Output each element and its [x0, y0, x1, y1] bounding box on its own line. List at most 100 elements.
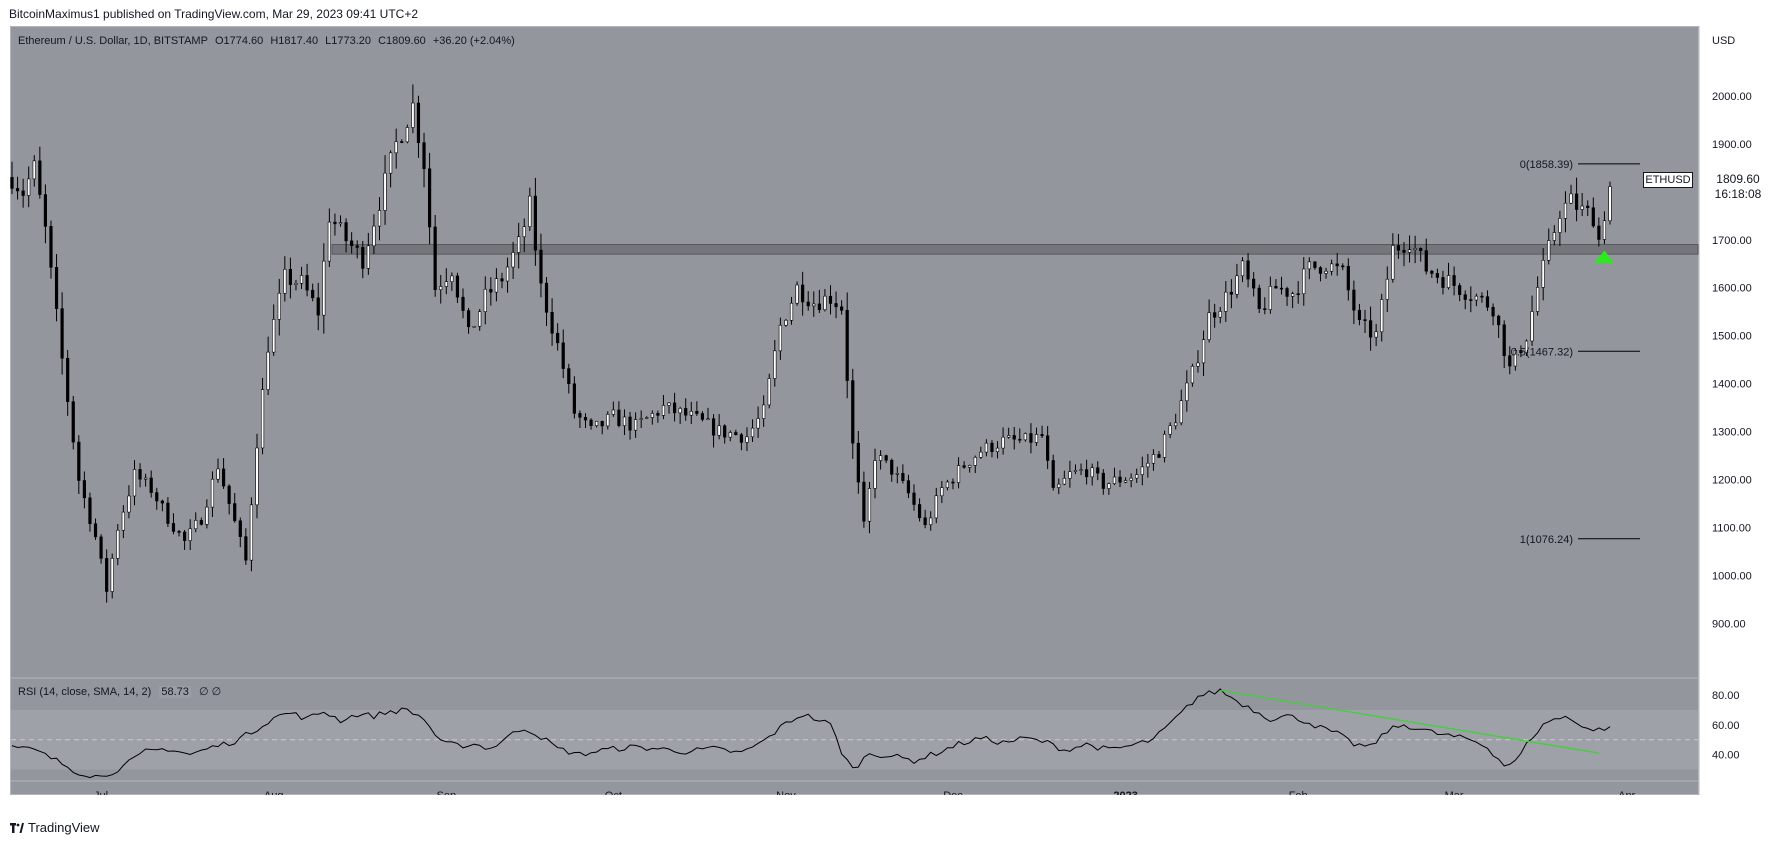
candle-body: [1491, 306, 1495, 317]
candle-body: [1213, 312, 1217, 318]
candle-body: [383, 172, 387, 211]
candle-body: [149, 477, 153, 493]
candle-body: [110, 558, 114, 592]
candle-body: [466, 310, 471, 328]
candle-body: [99, 536, 103, 559]
candle-body: [1257, 287, 1261, 309]
candle-body: [294, 282, 298, 285]
candle-body: [105, 558, 109, 592]
candle-body: [255, 447, 259, 506]
candle-body: [1046, 435, 1050, 461]
rsi-pane: 40.00 60.00 80.00: [11, 688, 1740, 779]
candle-body: [823, 295, 827, 310]
candle-body: [450, 275, 454, 282]
candle-body: [1185, 382, 1189, 402]
candle-body: [672, 402, 677, 414]
candle-body: [884, 455, 888, 461]
candle-body: [1268, 285, 1272, 310]
price-axis[interactable]: USD 900.00 1000.00 1100.00 1200.00 1300.00 14…: [1712, 35, 1752, 630]
candle-body: [210, 478, 215, 508]
rsi-tick-label: 40.00: [1712, 750, 1740, 762]
candle-body: [739, 434, 744, 443]
candle-body: [1497, 315, 1501, 326]
candle-body: [188, 528, 192, 541]
candle-body: [1502, 324, 1506, 357]
price-tick-label: 1200.00: [1712, 474, 1752, 486]
candle-body: [528, 195, 532, 227]
candle-body: [812, 303, 816, 307]
candle-body: [1458, 285, 1462, 295]
candle-body: [795, 284, 799, 304]
candle-body: [38, 160, 42, 195]
candle-body: [778, 324, 782, 352]
candle-body: [1313, 261, 1317, 268]
candle-body: [132, 469, 137, 497]
ticker-badge: ETHUSD: [1643, 172, 1693, 188]
candle-body: [1368, 320, 1373, 338]
candle-body: [700, 413, 705, 420]
candle-body: [1402, 249, 1406, 253]
candle-body: [923, 517, 927, 526]
legend-symbol: Ethereum / U.S. Dollar, 1D, BITSTAMP: [18, 35, 208, 47]
candle-body: [166, 502, 170, 524]
rsi-trendline: [1220, 689, 1599, 754]
candle-body: [1591, 207, 1595, 227]
candle-body: [906, 480, 911, 494]
candle-body: [71, 401, 75, 443]
candle-body: [1123, 480, 1128, 483]
candle-body: [205, 506, 209, 525]
candle-body: [505, 266, 510, 282]
candle-body: [784, 319, 788, 326]
candle-body: [1569, 193, 1573, 204]
candle-body: [1174, 422, 1178, 427]
candle-body: [1090, 467, 1094, 478]
candle-body: [851, 380, 855, 444]
candle-body: [890, 459, 894, 475]
candle-body: [1580, 205, 1584, 210]
candle-body: [1085, 469, 1089, 478]
candle-body: [238, 520, 242, 537]
tradingview-logo[interactable]: TradingView: [10, 820, 100, 835]
candle-body: [327, 221, 331, 262]
candle-body: [1318, 267, 1323, 274]
candle-body: [650, 413, 654, 418]
candle-body: [1374, 331, 1378, 338]
candle-body: [361, 247, 365, 269]
candle-body: [1285, 288, 1289, 297]
candle-body: [1140, 466, 1144, 475]
candle-body: [856, 442, 860, 483]
candle-body: [422, 142, 426, 170]
candle-body: [15, 188, 20, 192]
candle-body: [717, 425, 721, 436]
candle-body: [1224, 291, 1228, 312]
price-tick-label: 1300.00: [1712, 427, 1752, 439]
candle-body: [695, 410, 699, 414]
candle-body: [1207, 312, 1211, 340]
marker-group: [1594, 250, 1615, 264]
candle-body: [1218, 311, 1222, 318]
candle-body: [483, 288, 487, 312]
candle-body: [322, 260, 326, 316]
candle-body: [66, 357, 70, 402]
candle-body: [1435, 273, 1439, 278]
candle-body: [221, 468, 226, 487]
candle-body: [873, 460, 877, 489]
candle-body: [1107, 483, 1111, 489]
candle-body: [583, 417, 588, 421]
candle-body: [756, 418, 760, 429]
candle-body: [1129, 477, 1133, 481]
candle-body: [1101, 472, 1105, 489]
candle-body: [1324, 270, 1328, 274]
candle-body: [1574, 193, 1579, 210]
candle-body: [723, 425, 727, 438]
chart-frame[interactable]: [10, 26, 1699, 795]
candle-body: [199, 520, 203, 525]
candle-body: [1474, 295, 1478, 301]
candle-body: [1346, 265, 1350, 291]
candle-body: [1012, 435, 1016, 440]
legend-high: H1817.40: [270, 35, 319, 47]
candle-body: [1296, 293, 1300, 296]
candle-body: [288, 268, 292, 285]
candle-body: [945, 481, 950, 488]
